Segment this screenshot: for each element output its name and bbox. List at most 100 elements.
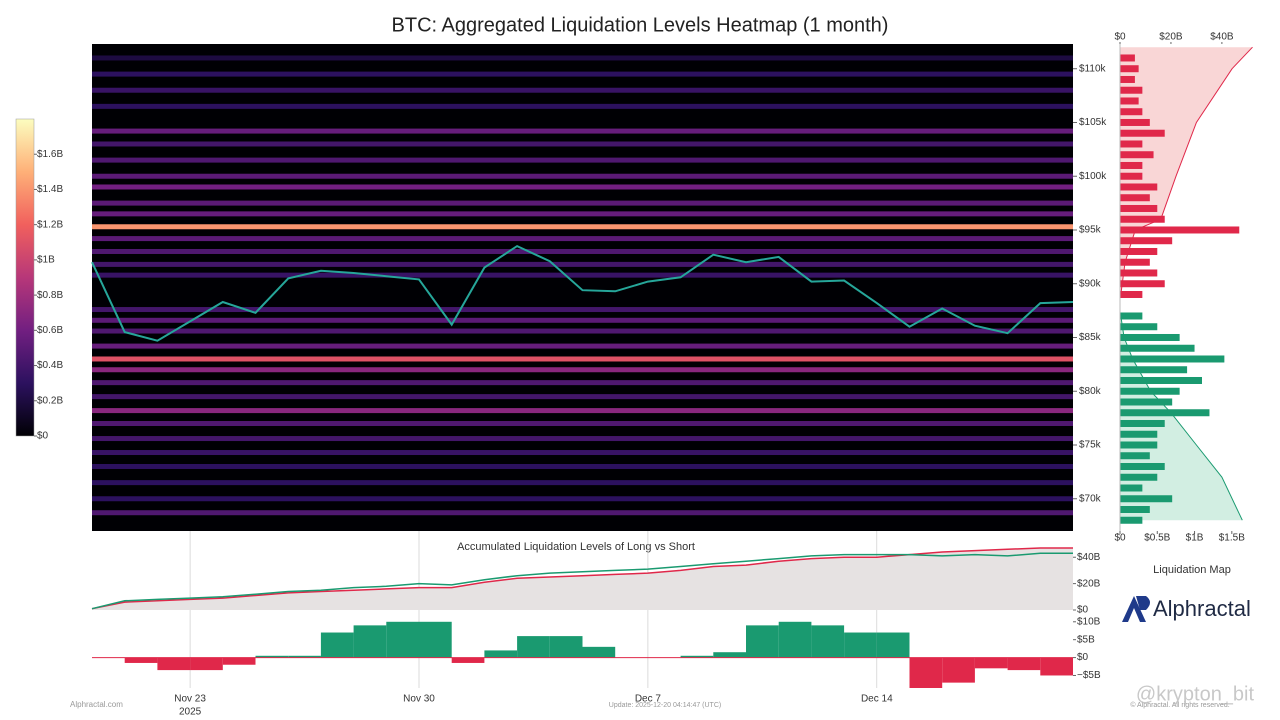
diff-bar (876, 632, 910, 658)
diff-bar (1007, 657, 1041, 671)
liq-bar (1120, 366, 1188, 374)
heat-band (92, 87, 1073, 93)
diff-bar (582, 646, 616, 658)
liq-bar (1120, 140, 1143, 148)
heat-band (92, 224, 1073, 230)
diff-bar (353, 625, 387, 658)
heat-band (92, 141, 1073, 147)
heat-band (92, 510, 1073, 516)
heat-band (92, 496, 1073, 502)
diff-bar (255, 655, 289, 658)
liq-bar (1120, 75, 1135, 83)
diff-bar (386, 621, 419, 658)
y-tick-label: $40B (1077, 552, 1101, 563)
map-x-label: $1.5B (1219, 533, 1245, 544)
diff-bar (320, 632, 354, 658)
y-tick-label: $10B (1077, 616, 1101, 627)
price-line (91, 244, 1074, 342)
liq-bar (1120, 323, 1158, 331)
y-tick-label: $100k (1079, 171, 1107, 182)
copyright: © Alphractal. All rights reserved. (1130, 701, 1229, 709)
colorbar-label: $1.4B (37, 184, 63, 195)
panel-title: Accumulated Liquidation Levels of Long v… (457, 541, 695, 553)
liq-bar (1120, 430, 1158, 438)
map-x-label: $0.5B (1144, 533, 1170, 544)
colorbar-label: $0.2B (37, 395, 63, 406)
liq-bar (1120, 183, 1158, 191)
liq-bar (1120, 290, 1143, 298)
map-x-label: $0 (1114, 533, 1126, 544)
heat-band (92, 55, 1073, 61)
diff-bar (909, 657, 943, 688)
diff-bar (549, 636, 583, 658)
liq-bar (1120, 108, 1143, 116)
y-tick-label: −$5B (1077, 670, 1101, 681)
liq-bar (1120, 118, 1150, 126)
heat-band (92, 436, 1073, 442)
diff-bar (713, 652, 746, 658)
heat-band (92, 211, 1073, 217)
map-x2-label: $0 (1114, 32, 1126, 43)
y-tick-label: $105k (1079, 117, 1107, 128)
heat-band (92, 261, 1073, 267)
liq-bar (1120, 194, 1150, 202)
liq-bar (1120, 226, 1240, 234)
heat-band (92, 450, 1073, 456)
chart-title: BTC: Aggregated Liquidation Levels Heatm… (392, 14, 889, 36)
y-tick-label: $0 (1077, 605, 1089, 616)
x-tick-label: Dec 14 (861, 694, 893, 705)
liq-bar (1120, 441, 1158, 449)
update: Update: 2025-12-20 04:14:47 (UTC) (609, 702, 721, 709)
liq-bar (1120, 505, 1150, 513)
liq-bar (1120, 204, 1158, 212)
cumulative-line (1120, 46, 1253, 295)
heat-band (92, 380, 1073, 386)
heat-band (92, 480, 1073, 486)
liq-bar (1120, 484, 1143, 492)
liq-bar (1120, 97, 1139, 105)
heatmap-bg (92, 44, 1073, 531)
diff-bar (942, 657, 975, 683)
colorbar-label: $0 (37, 431, 49, 442)
diff-bar (157, 657, 191, 671)
liq-bar (1120, 258, 1150, 266)
map-x-label: $1B (1186, 533, 1204, 544)
liq-bar (1120, 269, 1158, 277)
cumulative-area (1120, 47, 1253, 295)
diff-bar (484, 650, 518, 658)
x-tick-label: Nov 23 (174, 694, 206, 705)
heat-band (92, 394, 1073, 400)
heat-band (92, 408, 1073, 414)
diff-bar (451, 657, 485, 663)
diff-bar (680, 655, 714, 658)
heat-band (92, 200, 1073, 206)
colorbar-label: $0.8B (37, 290, 63, 301)
y-tick-label: $5B (1077, 634, 1095, 645)
heat-band (92, 128, 1073, 134)
y-tick-label: $110k (1079, 63, 1107, 74)
liq-bar (1120, 237, 1173, 245)
site: Alphractal.com (70, 700, 123, 709)
y-tick-label: $75k (1079, 440, 1102, 451)
heat-band (92, 317, 1073, 323)
liq-bar (1120, 387, 1180, 395)
liq-bar (1120, 495, 1173, 503)
diff-bar (974, 657, 1008, 669)
liq-bar (1120, 172, 1143, 180)
y-tick-label: $80k (1079, 386, 1102, 397)
diff-bar (222, 657, 256, 665)
y-tick-label: $90k (1079, 278, 1102, 289)
heat-band (92, 248, 1073, 254)
y-tick-label: $85k (1079, 332, 1102, 343)
diff-bar (517, 636, 550, 658)
liq-bar (1120, 161, 1143, 169)
heat-band (92, 236, 1073, 242)
liq-bar (1120, 419, 1165, 427)
diff-bar (811, 625, 845, 658)
heat-band (92, 71, 1073, 77)
heat-band (92, 463, 1073, 469)
y-tick-label: $70k (1079, 493, 1102, 504)
liq-bar (1120, 398, 1173, 406)
liq-bar (1120, 473, 1158, 481)
